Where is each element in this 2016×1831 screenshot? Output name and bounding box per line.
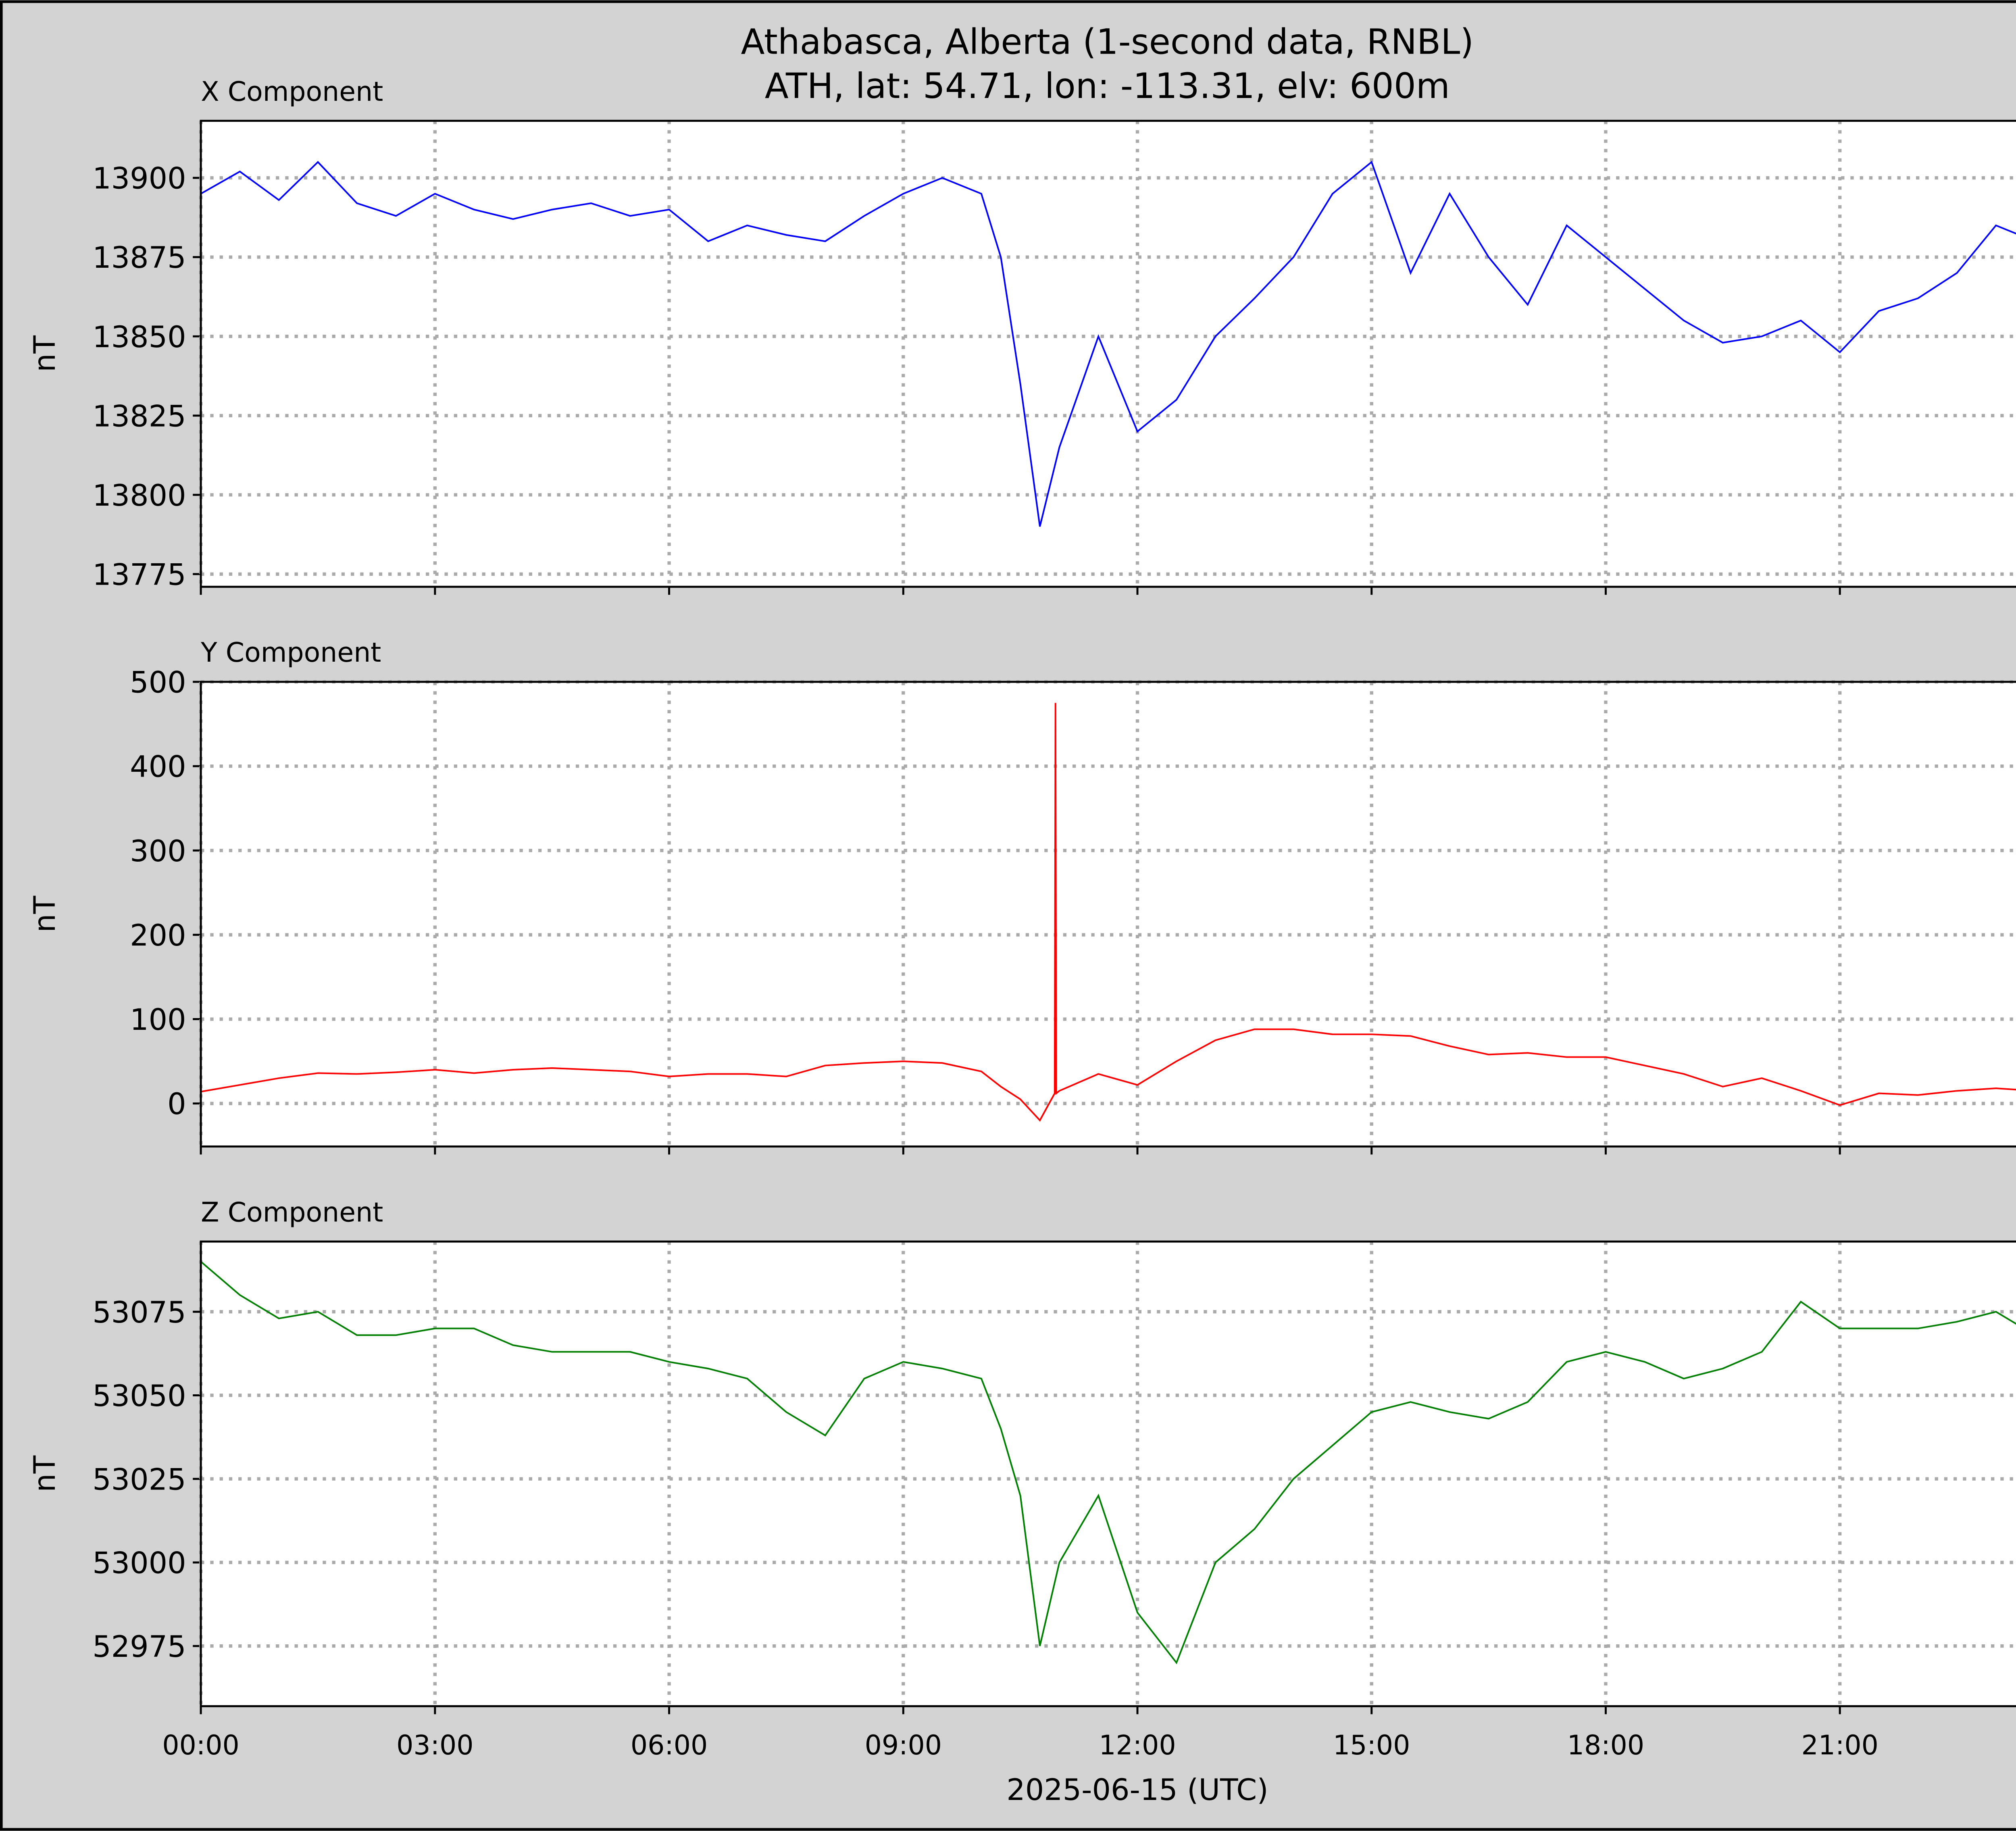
y-tick-label: 13875: [92, 241, 186, 275]
plot-area: [201, 121, 2016, 587]
data-line: [201, 1261, 2016, 1664]
figure-title: Athabasca, Alberta (1-second data, RNBL): [741, 22, 1474, 62]
x-axis-label: 2025-06-15 (UTC): [1006, 1773, 1268, 1807]
y-tick-label: 52975: [92, 1630, 186, 1664]
panel-title: Z Component: [201, 1196, 383, 1228]
y-tick-label: 400: [130, 750, 186, 784]
y-tick-label: 200: [130, 919, 186, 953]
y-tick-label: 13800: [92, 479, 186, 513]
y-axis-label: nT: [28, 896, 62, 932]
plot-area: [201, 1241, 2016, 1706]
y-axis-label: nT: [28, 335, 62, 372]
y-tick-label: 53000: [92, 1546, 186, 1581]
y-tick-label: 53025: [92, 1462, 186, 1497]
panel-title: Y Component: [200, 637, 381, 668]
x-tick-label: 12:00: [1099, 1729, 1176, 1761]
x-tick-label: 09:00: [865, 1729, 942, 1761]
plot-frame: [200, 120, 2016, 588]
y-tick-label: 500: [130, 666, 186, 700]
y-tick-label: 53050: [92, 1379, 186, 1413]
plot-frame: [200, 1240, 2016, 1707]
data-line: [201, 703, 2016, 1122]
x-tick-label: 03:00: [396, 1729, 473, 1761]
x-tick-label: 06:00: [631, 1729, 708, 1761]
y-tick-label: 100: [130, 1003, 186, 1037]
y-tick-label: 13850: [92, 320, 186, 354]
panel-title: X Component: [201, 76, 383, 107]
x-tick-label: 21:00: [1801, 1729, 1878, 1761]
figure-subtitle: ATH, lat: 54.71, lon: -113.31, elv: 600m: [765, 66, 1450, 106]
x-tick-label: 00:00: [162, 1729, 239, 1761]
plot-area: [201, 682, 2016, 1147]
plot-frame: [200, 681, 2016, 1148]
y-tick-label: 13775: [92, 558, 186, 592]
y-axis-label: nT: [28, 1455, 62, 1492]
data-line: [201, 160, 2016, 527]
y-tick-label: 13825: [92, 399, 186, 433]
y-tick-label: 300: [130, 834, 186, 869]
y-tick-label: 53075: [92, 1296, 186, 1330]
x-tick-label: 15:00: [1333, 1729, 1410, 1761]
x-tick-label: 18:00: [1567, 1729, 1644, 1761]
y-tick-label: 0: [167, 1087, 186, 1121]
y-tick-label: 13900: [92, 162, 186, 196]
